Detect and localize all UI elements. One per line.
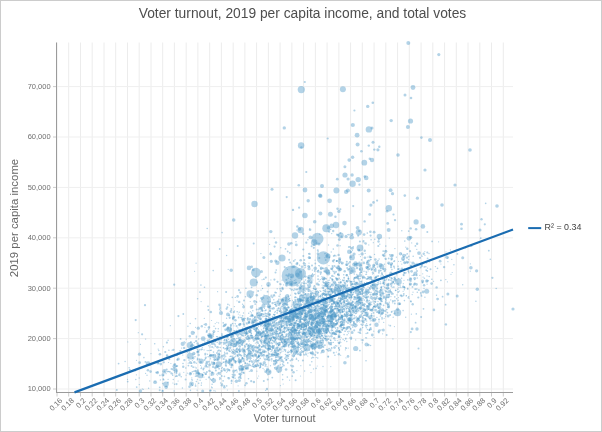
svg-text:2019 per capita income: 2019 per capita income [8, 159, 20, 277]
svg-text:60,000: 60,000 [28, 132, 51, 141]
svg-text:Voter turnout: Voter turnout [254, 412, 316, 424]
svg-text:R² = 0.34: R² = 0.34 [545, 222, 582, 232]
svg-text:Voter turnout, 2019 per capita: Voter turnout, 2019 per capita income, a… [139, 6, 467, 21]
svg-text:70,000: 70,000 [28, 82, 51, 91]
svg-text:30,000: 30,000 [28, 284, 51, 293]
svg-text:20,000: 20,000 [28, 334, 51, 343]
svg-text:50,000: 50,000 [28, 183, 51, 192]
svg-text:10,000: 10,000 [28, 384, 51, 393]
svg-text:40,000: 40,000 [28, 233, 51, 242]
